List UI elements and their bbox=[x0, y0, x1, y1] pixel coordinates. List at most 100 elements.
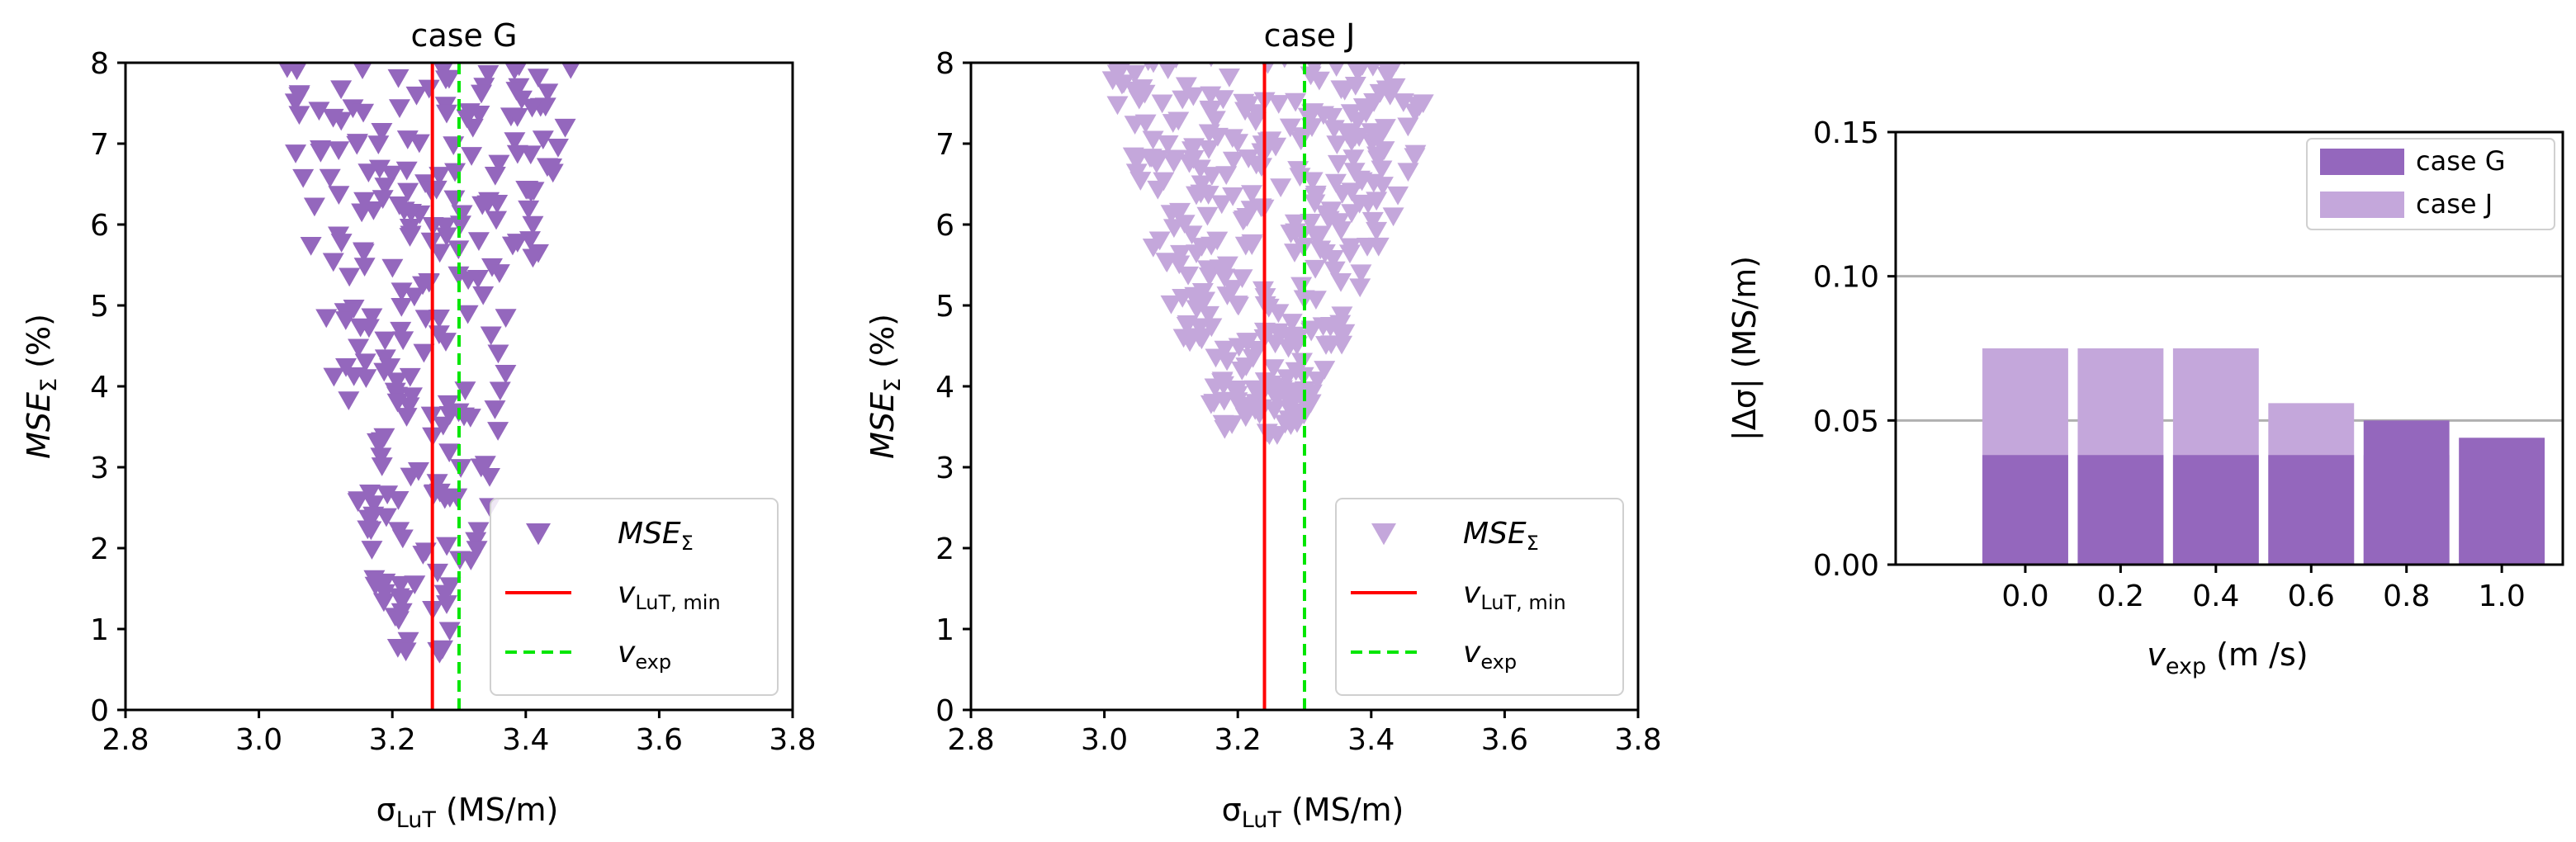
mse-point bbox=[357, 520, 379, 540]
x-tick-label: 3.0 bbox=[235, 723, 282, 757]
mse-point bbox=[1323, 120, 1345, 140]
mse-point bbox=[576, 63, 579, 64]
mse-point bbox=[1300, 320, 1323, 340]
mse-point bbox=[495, 309, 517, 329]
mse-point bbox=[1167, 111, 1190, 131]
legend-frame bbox=[490, 498, 779, 696]
mse-point bbox=[1294, 395, 1316, 414]
mse-point bbox=[339, 267, 361, 287]
mse-point bbox=[449, 215, 471, 235]
mse-point bbox=[1376, 66, 1399, 86]
mse-point bbox=[429, 167, 451, 186]
mse-point bbox=[1365, 63, 1381, 77]
mse-point bbox=[413, 343, 435, 363]
mse-point bbox=[1367, 150, 1390, 170]
mse-point bbox=[300, 237, 322, 256]
mse-point bbox=[488, 264, 510, 283]
mse-point bbox=[1235, 357, 1257, 376]
mse-point bbox=[447, 266, 470, 286]
mse-point bbox=[1147, 180, 1169, 200]
mse-point bbox=[1270, 178, 1292, 198]
mse-point bbox=[1151, 94, 1173, 114]
mse-point bbox=[391, 298, 413, 317]
x-tick-label: 0.0 bbox=[2001, 579, 2048, 613]
x-tick-label: 0.2 bbox=[2097, 579, 2144, 613]
mse-point bbox=[395, 408, 418, 427]
mse-point bbox=[1306, 63, 1323, 77]
mse-point bbox=[1222, 151, 1244, 171]
y-axis-label: MSEΣ (%) bbox=[21, 314, 62, 459]
mse-point bbox=[1181, 141, 1203, 161]
mse-point bbox=[398, 397, 420, 417]
mse-point bbox=[390, 321, 412, 341]
mse-point bbox=[501, 236, 523, 256]
mse-point bbox=[391, 282, 413, 302]
y-axis-label: MSEΣ (%) bbox=[864, 314, 906, 459]
mse-point bbox=[1142, 239, 1164, 258]
mse-point bbox=[1208, 63, 1214, 68]
mse-point bbox=[374, 177, 396, 197]
mse-point bbox=[1371, 177, 1394, 196]
mse-point bbox=[343, 367, 365, 386]
chart-title: case G bbox=[411, 17, 518, 54]
x-axis-label: vexp (m /s) bbox=[2147, 636, 2308, 679]
mse-point bbox=[1342, 149, 1365, 169]
mse-point bbox=[322, 253, 344, 272]
x-tick-label: 3.2 bbox=[369, 723, 416, 757]
mse-point bbox=[1330, 80, 1352, 100]
bar-case-g bbox=[2077, 455, 2164, 565]
mse-point bbox=[1212, 90, 1234, 110]
mse-point bbox=[381, 258, 404, 278]
y-tick-label: 0.00 bbox=[1813, 549, 1879, 583]
mse-point bbox=[1404, 43, 1425, 62]
mse-point bbox=[374, 331, 396, 351]
mse-point bbox=[1349, 278, 1371, 298]
mse-point bbox=[537, 83, 559, 103]
mse-point bbox=[372, 593, 395, 613]
mse-point bbox=[338, 391, 360, 410]
mse-point bbox=[400, 387, 423, 407]
mse-point bbox=[521, 98, 543, 118]
mse-point bbox=[1397, 117, 1419, 137]
mse-point bbox=[489, 381, 511, 401]
mse-point bbox=[1328, 63, 1345, 78]
mse-point bbox=[1318, 210, 1340, 230]
mse-point bbox=[1281, 403, 1304, 423]
bar-case-g bbox=[2268, 455, 2355, 565]
mse-point bbox=[1366, 192, 1388, 211]
legend-label-mse: MSEΣ bbox=[618, 517, 694, 555]
mse-point bbox=[328, 186, 350, 206]
mse-point bbox=[504, 132, 526, 151]
mse-point bbox=[1134, 114, 1157, 134]
mse-point bbox=[1281, 63, 1288, 69]
mse-point bbox=[1179, 333, 1201, 352]
mse-point bbox=[1240, 39, 1262, 58]
mse-point bbox=[1240, 185, 1262, 205]
mse-point bbox=[1188, 328, 1210, 348]
y-tick-label: 5 bbox=[90, 290, 109, 324]
mse-point bbox=[334, 311, 357, 330]
mse-point bbox=[519, 145, 542, 165]
mse-point bbox=[1284, 214, 1306, 234]
mse-point bbox=[399, 228, 421, 247]
mse-point bbox=[1234, 102, 1257, 121]
mse-point bbox=[1250, 198, 1272, 218]
y-tick-label: 0.15 bbox=[1813, 116, 1879, 150]
mse-point bbox=[330, 80, 353, 100]
mse-point bbox=[1197, 305, 1219, 325]
axis-ticks: 2.8 3.0 3.2 3.4 3.6 3.8 0 1 2 3 4 5 6 7 8 bbox=[90, 47, 817, 757]
mse-point bbox=[387, 490, 410, 510]
mse-point bbox=[504, 63, 525, 80]
mse-point bbox=[457, 305, 479, 324]
mse-point bbox=[1210, 195, 1233, 215]
mse-point bbox=[1108, 64, 1130, 83]
mse-point bbox=[1204, 378, 1226, 398]
mse-point bbox=[353, 258, 376, 277]
mse-point bbox=[1222, 187, 1244, 206]
mse-point bbox=[487, 344, 509, 364]
mse-point bbox=[1221, 129, 1243, 149]
x-tick-label: 0.4 bbox=[2192, 579, 2239, 613]
mse-point bbox=[1262, 359, 1285, 379]
mse-point bbox=[1216, 286, 1238, 305]
mse-point bbox=[397, 632, 419, 651]
